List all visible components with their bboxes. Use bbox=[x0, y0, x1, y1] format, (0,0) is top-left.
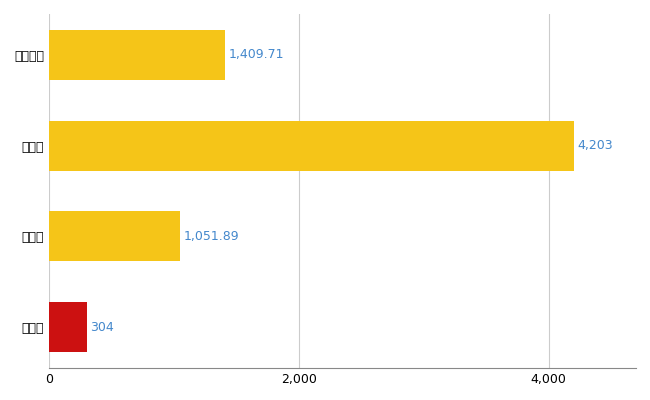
Text: 4,203: 4,203 bbox=[578, 139, 614, 152]
Text: 1,409.71: 1,409.71 bbox=[229, 48, 284, 62]
Bar bbox=[49, 30, 225, 80]
Bar bbox=[49, 212, 180, 261]
Bar bbox=[49, 121, 574, 171]
Text: 304: 304 bbox=[90, 321, 114, 334]
Bar bbox=[49, 302, 86, 352]
Text: 1,051.89: 1,051.89 bbox=[184, 230, 240, 243]
